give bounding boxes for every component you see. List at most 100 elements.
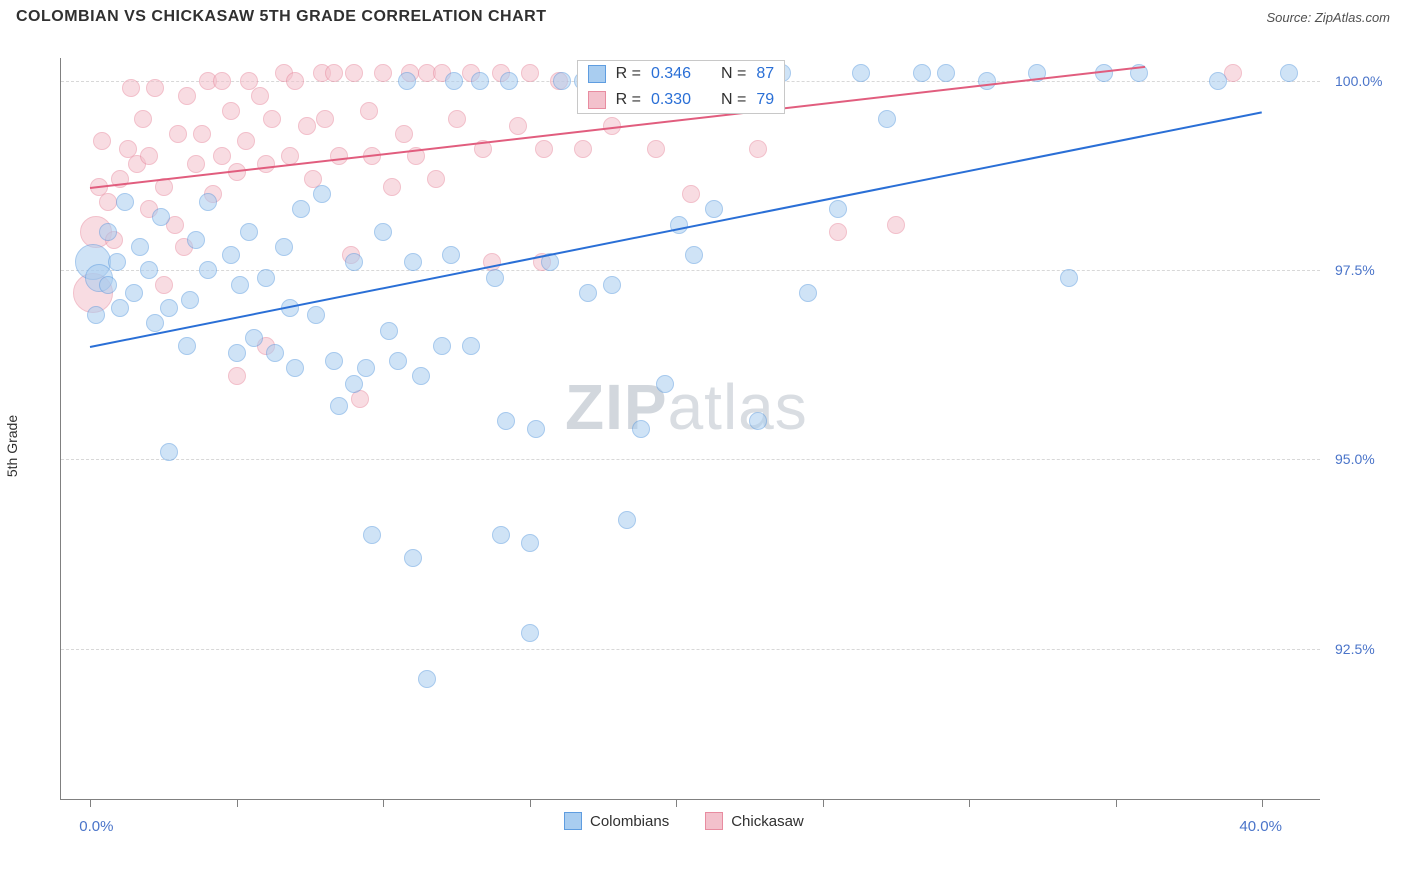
watermark-rest: atlas <box>668 371 808 443</box>
title-bar: COLOMBIAN VS CHICKASAW 5TH GRADE CORRELA… <box>0 0 1406 34</box>
data-point <box>160 299 178 317</box>
legend-swatch <box>564 812 582 830</box>
data-point <box>187 231 205 249</box>
data-point <box>93 132 111 150</box>
x-tick <box>530 799 531 807</box>
x-tick <box>1116 799 1117 807</box>
r-value: 0.346 <box>651 65 691 83</box>
data-point <box>245 329 263 347</box>
data-point <box>799 284 817 302</box>
data-point <box>263 110 281 128</box>
data-point <box>286 359 304 377</box>
data-point <box>500 72 518 90</box>
data-point <box>178 87 196 105</box>
data-point <box>374 64 392 82</box>
data-point <box>330 147 348 165</box>
data-point <box>527 420 545 438</box>
data-point <box>829 223 847 241</box>
data-point <box>1209 72 1227 90</box>
y-tick-label: 95.0% <box>1335 451 1375 467</box>
data-point <box>345 375 363 393</box>
data-point <box>618 511 636 529</box>
data-point <box>383 178 401 196</box>
n-label: N = <box>721 65 746 83</box>
data-point <box>603 276 621 294</box>
data-point <box>497 412 515 430</box>
y-tick-label: 97.5% <box>1335 262 1375 278</box>
data-point <box>682 185 700 203</box>
data-point <box>325 352 343 370</box>
data-point <box>187 155 205 173</box>
data-point <box>978 72 996 90</box>
data-point <box>108 253 126 271</box>
data-point <box>99 276 117 294</box>
plot-region: ZIPatlas 100.0%97.5%95.0%92.5% <box>60 58 1320 800</box>
data-point <box>345 64 363 82</box>
data-point <box>656 375 674 393</box>
data-point <box>433 337 451 355</box>
data-point <box>240 223 258 241</box>
r-label: R = <box>616 65 641 83</box>
x-tick <box>676 799 677 807</box>
legend-swatch <box>588 65 606 83</box>
x-min-label: 0.0% <box>79 818 113 835</box>
data-point <box>509 117 527 135</box>
data-point <box>99 223 117 241</box>
data-point <box>937 64 955 82</box>
data-point <box>146 79 164 97</box>
data-point <box>374 223 392 241</box>
data-point <box>427 170 445 188</box>
data-point <box>313 185 331 203</box>
data-point <box>266 344 284 362</box>
data-point <box>521 64 539 82</box>
legend-label: Chickasaw <box>731 813 804 830</box>
data-point <box>257 269 275 287</box>
legend-item: Colombians <box>564 812 669 830</box>
data-point <box>345 253 363 271</box>
data-point <box>140 261 158 279</box>
x-tick <box>1262 799 1263 807</box>
gridline <box>61 649 1320 650</box>
data-point <box>829 200 847 218</box>
data-point <box>125 284 143 302</box>
data-point <box>398 72 416 90</box>
data-point <box>134 110 152 128</box>
data-point <box>579 284 597 302</box>
data-point <box>852 64 870 82</box>
data-point <box>199 261 217 279</box>
y-tick-label: 92.5% <box>1335 641 1375 657</box>
chart-title: COLOMBIAN VS CHICKASAW 5TH GRADE CORRELA… <box>16 8 546 26</box>
data-point <box>913 64 931 82</box>
data-point <box>298 117 316 135</box>
data-point <box>395 125 413 143</box>
data-point <box>99 193 117 211</box>
data-point <box>442 246 460 264</box>
data-point <box>749 140 767 158</box>
data-point <box>178 337 196 355</box>
gridline <box>61 270 1320 271</box>
data-point <box>87 306 105 324</box>
data-point <box>116 193 134 211</box>
gridline <box>61 459 1320 460</box>
data-point <box>535 140 553 158</box>
data-point <box>412 367 430 385</box>
data-point <box>286 72 304 90</box>
data-point <box>275 238 293 256</box>
legend-label: Colombians <box>590 813 669 830</box>
n-value: 87 <box>756 65 774 83</box>
data-point <box>749 412 767 430</box>
data-point <box>445 72 463 90</box>
source-label: Source: ZipAtlas.com <box>1266 10 1390 25</box>
watermark: ZIPatlas <box>565 370 808 444</box>
data-point <box>357 359 375 377</box>
data-point <box>213 147 231 165</box>
data-point <box>1060 269 1078 287</box>
data-point <box>228 344 246 362</box>
data-point <box>448 110 466 128</box>
data-point <box>152 208 170 226</box>
data-point <box>316 110 334 128</box>
n-value: 79 <box>756 91 774 109</box>
watermark-bold: ZIP <box>565 371 668 443</box>
data-point <box>363 526 381 544</box>
legend-item: Chickasaw <box>705 812 804 830</box>
